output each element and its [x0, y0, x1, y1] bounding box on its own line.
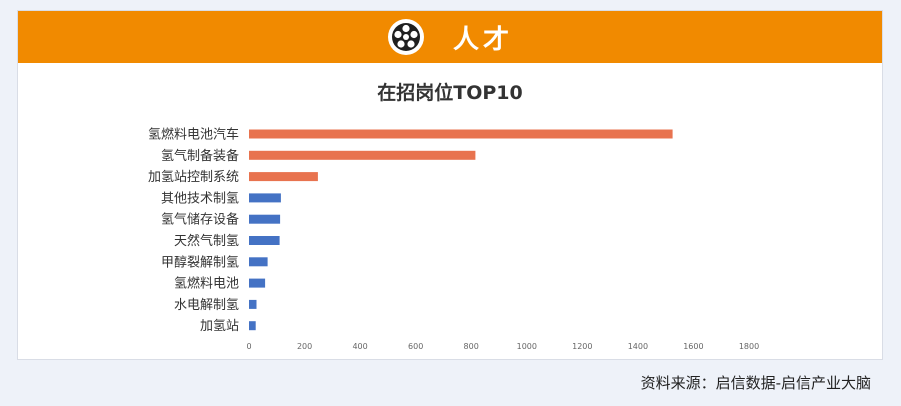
bar: [249, 193, 281, 203]
x-tick-label: 0: [246, 342, 251, 351]
category-label: 其他技术制氢: [161, 191, 239, 206]
banner: 人才: [18, 11, 882, 63]
bar: [249, 150, 476, 160]
bar: [249, 257, 268, 267]
bar-chart: 在招岗位TOP10 氢燃料电池汽车氢气制备装备加氢站控制系统其他技术制氢氢气储存…: [148, 81, 759, 351]
category-label: 氢气制备装备: [161, 148, 239, 164]
bar: [249, 299, 257, 309]
category-label: 氢气储存设备: [161, 212, 239, 228]
category-label: 氢燃料电池汽车: [148, 127, 239, 143]
bar: [249, 236, 280, 245]
chart-title: 在招岗位TOP10: [377, 81, 522, 104]
chart-card: 人才 在招岗位TOP10 氢燃料电池汽车 氢气制备装备 加氢站控制系统 其他技术制氢氢…: [17, 10, 883, 360]
x-tick-label: 1000: [517, 342, 537, 351]
category-label: 加氢站: [200, 319, 239, 334]
bar: [249, 129, 673, 139]
source-note: 资料来源：启信数据-启信产业大脑: [640, 374, 871, 392]
category-label: 加氢站控制系统: [148, 170, 239, 185]
banner-title: 人才: [452, 24, 513, 55]
bar: [249, 172, 318, 182]
bar: [249, 214, 281, 224]
category-label: 甲醇裂解制氢: [161, 254, 239, 270]
bar: [249, 321, 256, 331]
category-label: 天然气制氢: [174, 233, 239, 249]
x-tick-label: 1800: [739, 342, 759, 351]
category-label: 氢燃料电池: [174, 276, 239, 292]
x-tick-label: 1600: [683, 342, 703, 351]
x-tick-label: 1400: [628, 342, 648, 351]
x-tick-label: 400: [352, 342, 367, 351]
bar: [249, 278, 266, 288]
x-tick-label: 600: [408, 342, 423, 351]
x-tick-label: 800: [464, 342, 479, 351]
x-tick-label: 200: [297, 342, 312, 351]
category-label: 水电解制氢: [174, 298, 239, 313]
film-reel-icon: [387, 18, 425, 56]
x-tick-label: 1200: [572, 342, 592, 351]
